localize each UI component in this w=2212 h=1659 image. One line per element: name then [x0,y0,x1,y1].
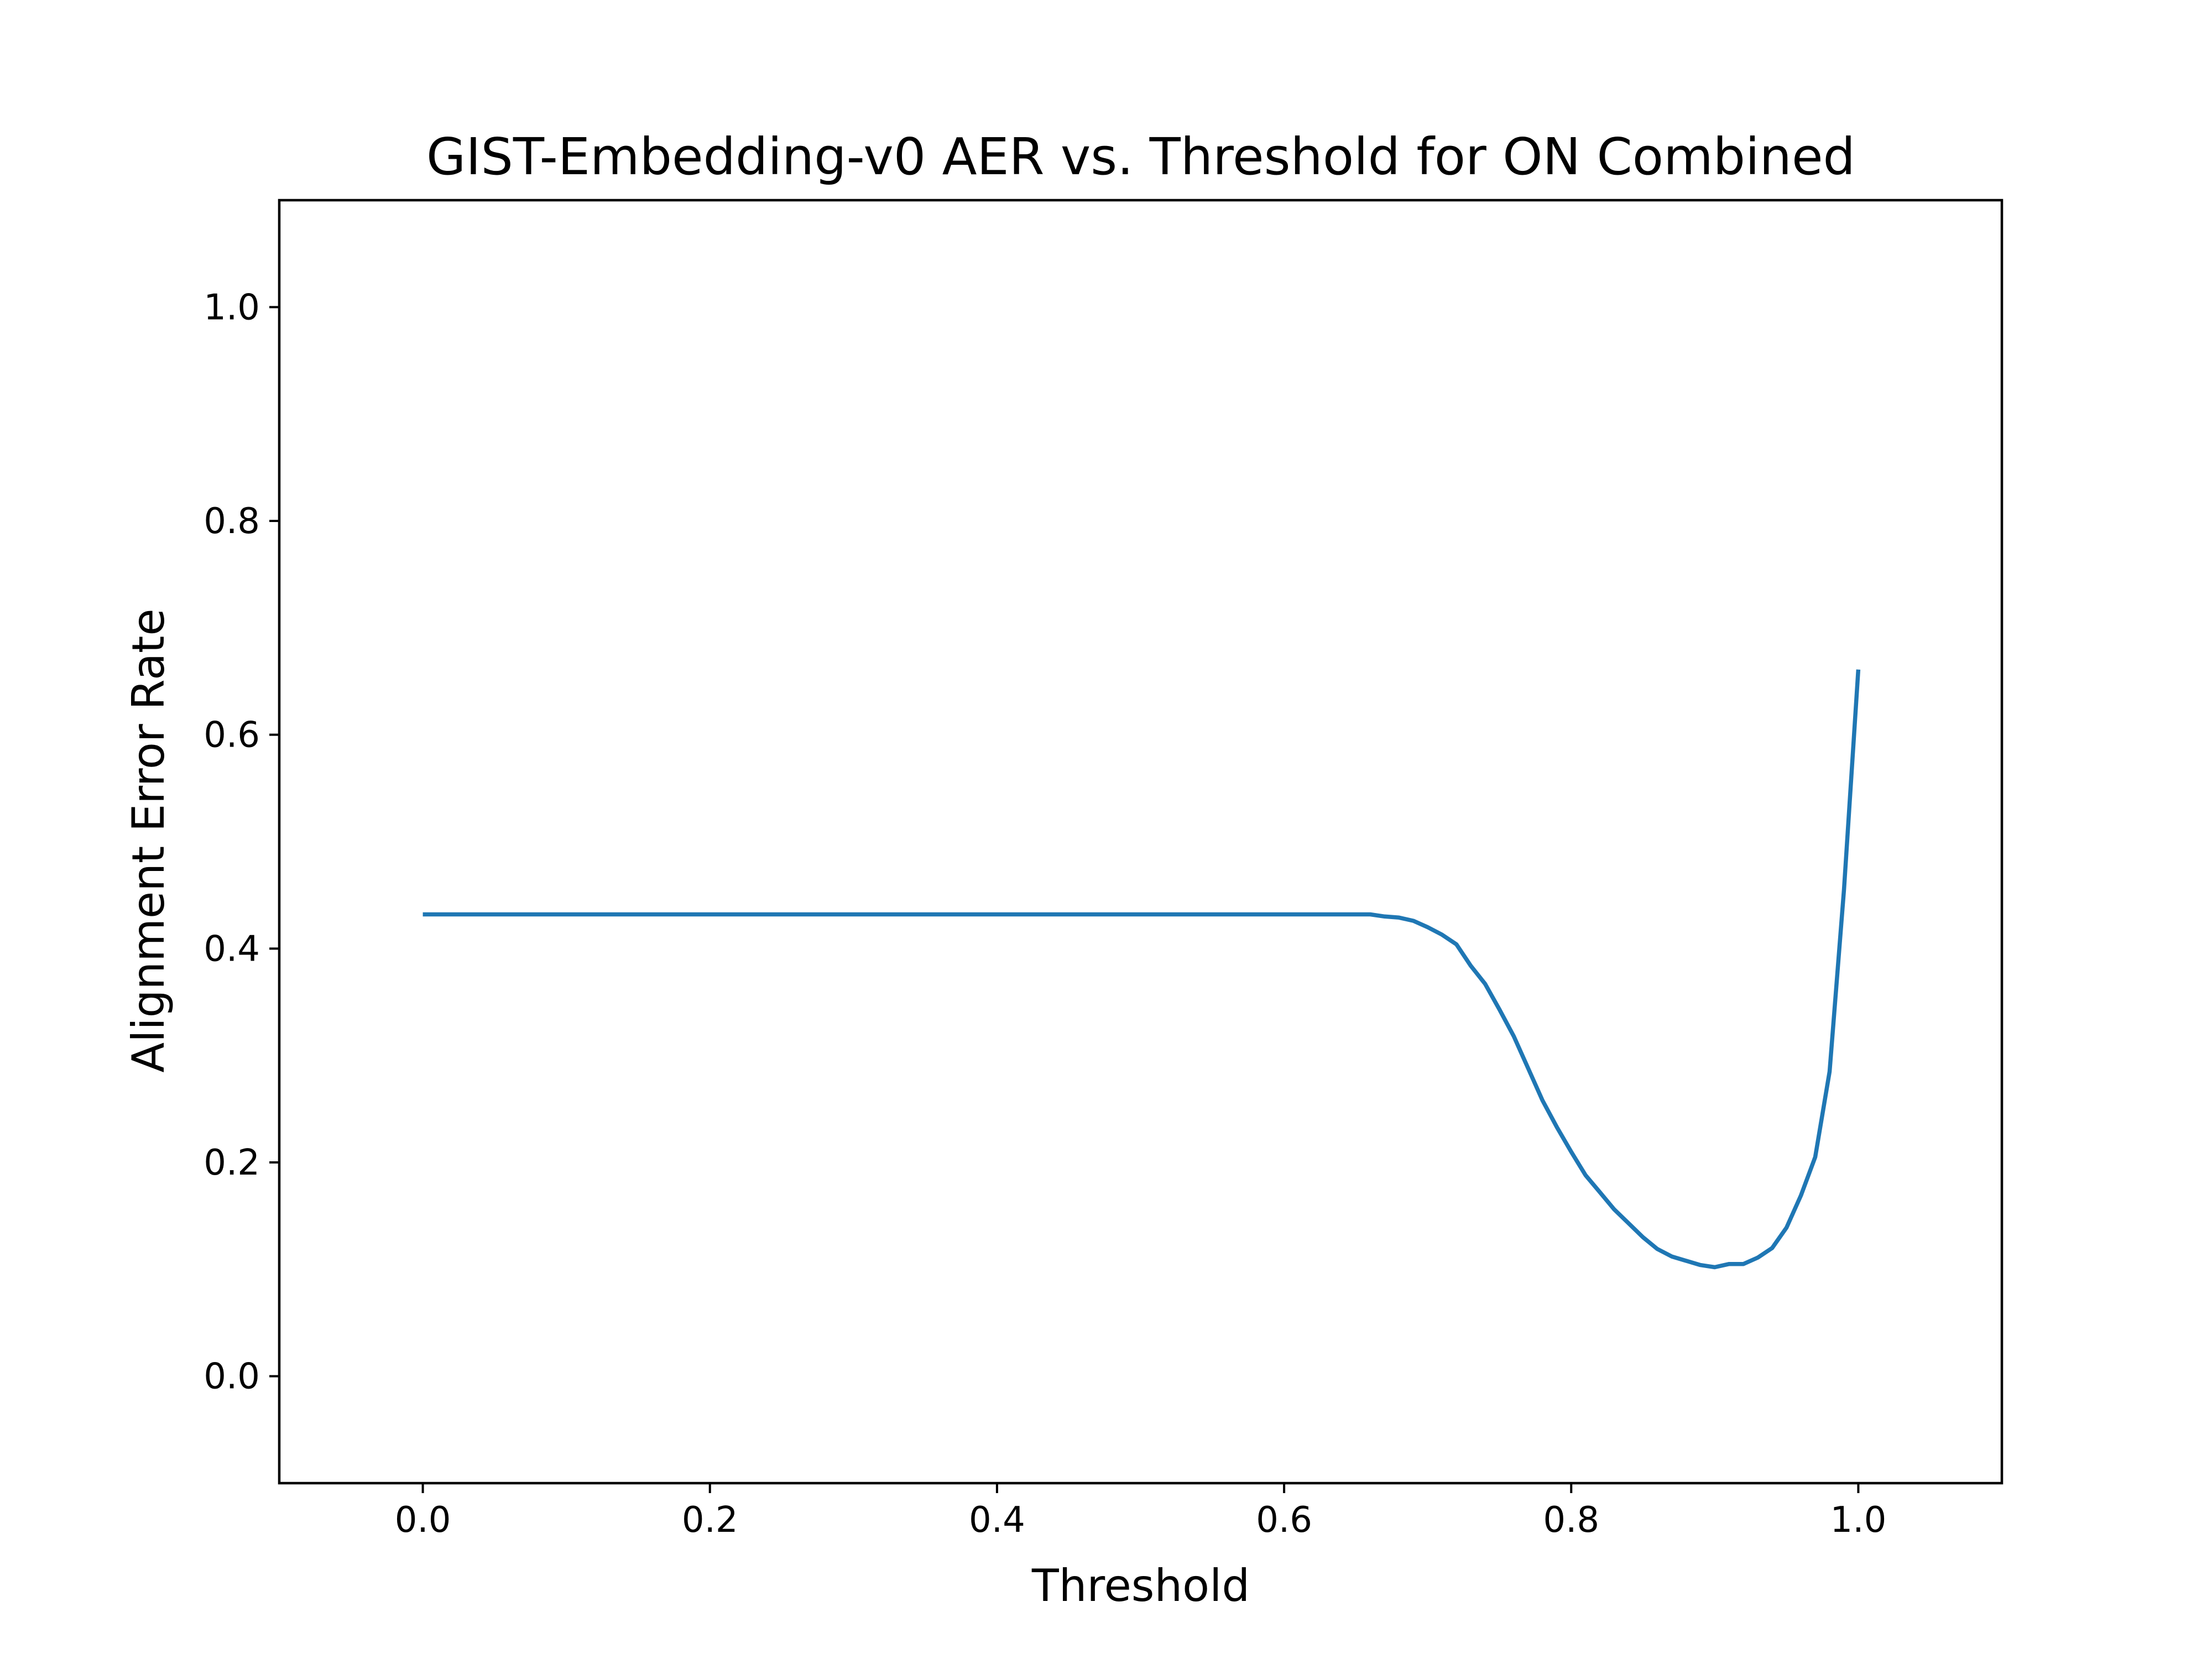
plot-area [278,199,2004,1485]
chart-title: GIST-Embedding-v0 AER vs. Threshold for … [426,127,1855,186]
x-tick-label: 0.6 [1256,1500,1312,1541]
y-tick-label: 1.0 [204,287,260,328]
x-tick-label: 0.4 [969,1500,1025,1541]
plot-frame [278,199,2004,1485]
y-axis-label: Alignment Error Rate [123,608,174,1072]
x-tick-label: 0.2 [682,1500,738,1541]
y-tick-label: 0.4 [204,928,260,969]
y-tick-label: 0.8 [204,501,260,542]
x-axis-label: Threshold [1031,1560,1250,1611]
y-tick-label: 0.6 [204,715,260,756]
x-tick-label: 1.0 [1830,1500,1887,1541]
series-line [422,669,1861,1270]
x-tick-label: 0.8 [1543,1500,1599,1541]
y-axis: 0.0 0.2 0.4 0.6 0.8 1.0 [204,287,279,1397]
y-tick-label: 0.2 [204,1142,260,1183]
x-axis: 0.0 0.2 0.4 0.6 0.8 1.0 [395,1483,1887,1541]
x-tick-label: 0.0 [395,1500,451,1541]
y-tick-label: 0.0 [204,1357,260,1397]
